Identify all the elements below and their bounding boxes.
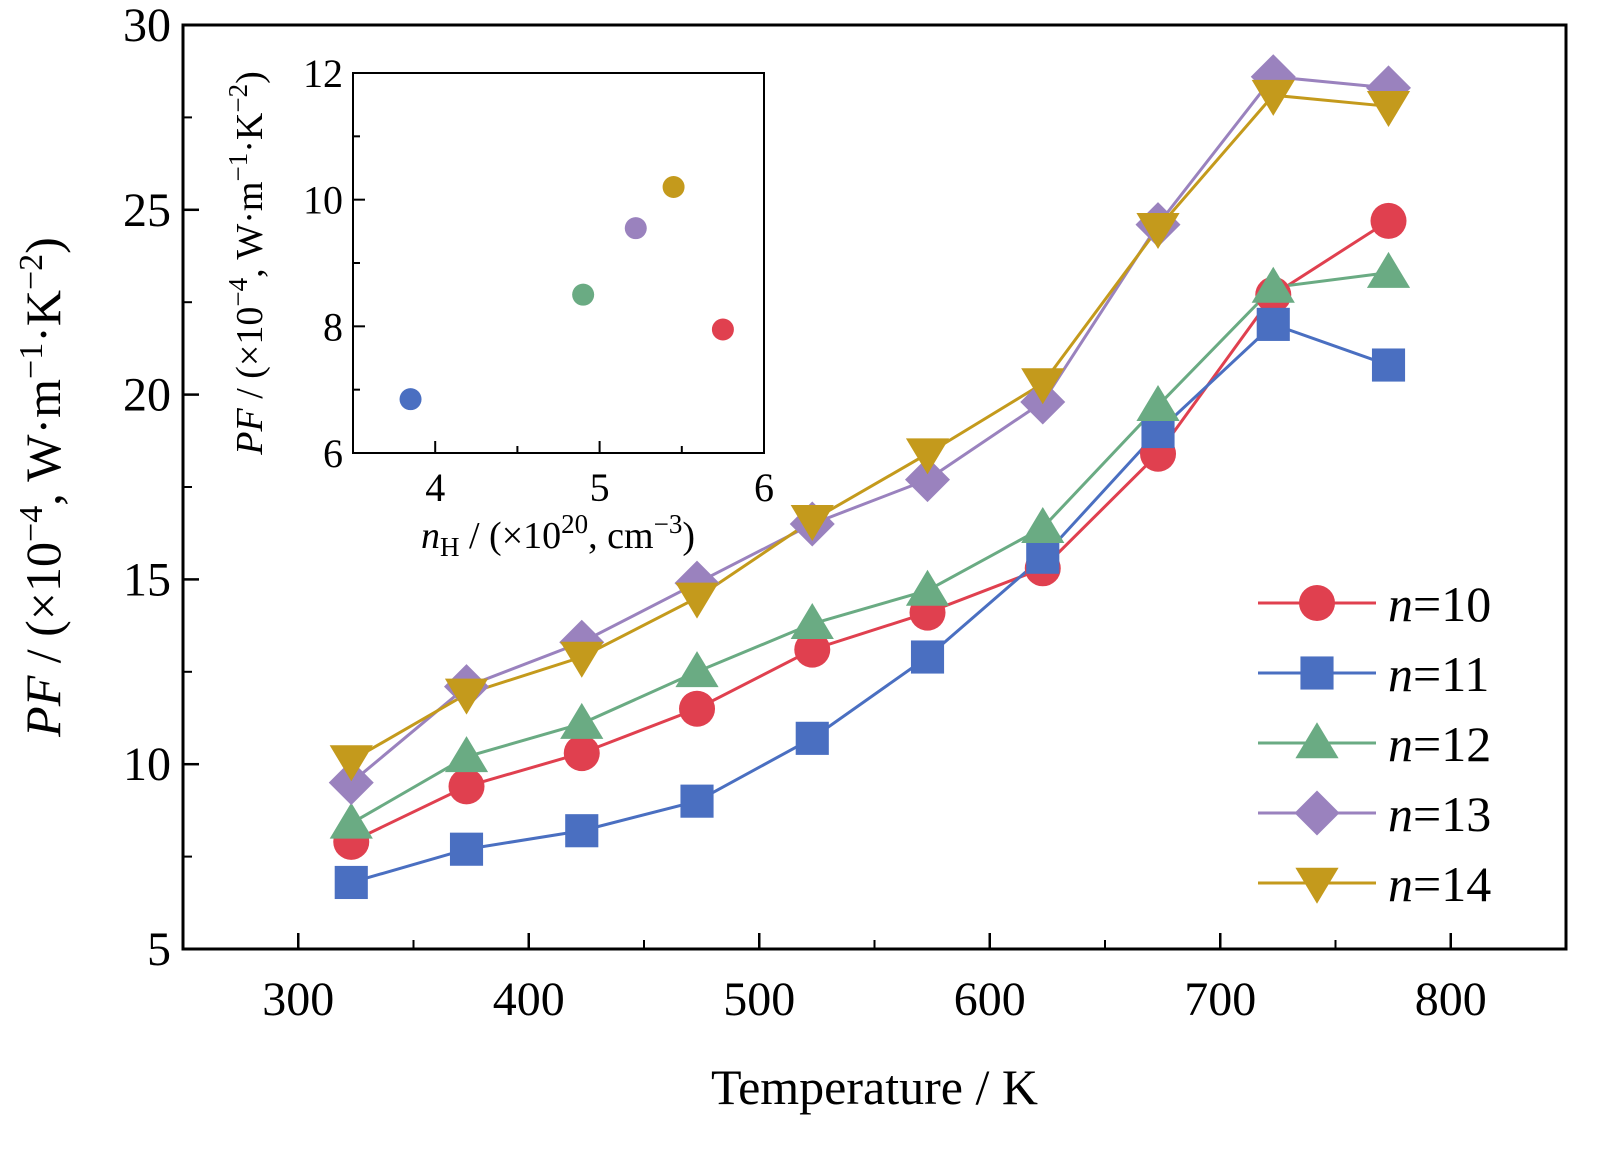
y-tick-label: 5: [147, 923, 171, 976]
inset-x-axis-title: nH / (×1020, cm−3): [421, 509, 695, 562]
series-line-n=14: [350, 93, 1389, 762]
data-point-n=11: [680, 784, 714, 818]
data-point-n=10: [1370, 202, 1407, 239]
data-point-n=12: [1021, 506, 1065, 543]
data-point-n=12: [560, 702, 604, 739]
data-point-n=10: [679, 690, 716, 727]
inset-data-point: [399, 388, 422, 411]
data-point-n=14: [675, 582, 719, 619]
legend-label-n=13: n=13: [1388, 786, 1491, 842]
legend-marker-n=14: [1295, 867, 1339, 904]
data-point-n=14: [1251, 79, 1295, 116]
series-line-n=10: [350, 219, 1390, 844]
main-axis-ticks: 300 400 500 600 700 800 5 10 15 20 25 30: [123, 0, 1487, 1026]
inset-y-tick-label: 8: [323, 304, 343, 349]
inset-y-axis-title: PF / (×10−4, W·m−1·K−2): [223, 71, 271, 455]
data-point-n=11: [449, 832, 484, 866]
data-point-n=11: [910, 640, 945, 674]
y-tick-label: 15: [123, 553, 171, 606]
inset-data-point: [711, 318, 734, 341]
data-point-n=11: [795, 721, 829, 755]
x-tick-label: 500: [723, 973, 795, 1026]
inset-x-tick-label: 6: [754, 465, 774, 510]
y-tick-label: 30: [123, 0, 171, 52]
series-line-n=12: [350, 271, 1389, 825]
inset-data-point: [572, 283, 595, 306]
x-tick-label: 800: [1415, 973, 1487, 1026]
inset-axis-ticks: 4 5 6 6 8 10 12: [303, 51, 774, 510]
data-point-n=12: [1136, 384, 1180, 421]
x-tick-label: 600: [954, 973, 1026, 1026]
data-point-n=14: [1021, 368, 1065, 405]
y-tick-label: 25: [123, 184, 171, 237]
inset-y-tick-label: 12: [303, 51, 343, 96]
data-point-n=11: [1256, 307, 1290, 341]
legend-marker-n=11: [1300, 656, 1334, 690]
data-point-n=13: [905, 457, 951, 503]
main-x-axis-title: Temperature / K: [711, 1059, 1038, 1115]
inset-x-tick-label: 4: [425, 465, 445, 510]
data-point-n=14: [905, 438, 950, 475]
data-point-n=11: [1026, 540, 1060, 574]
legend: n=10 n=11 n=12 n=13 n=14: [1258, 576, 1491, 912]
legend-label-n=10: n=10: [1388, 576, 1491, 632]
x-tick-label: 700: [1184, 973, 1256, 1026]
legend-marker-n=12: [1295, 722, 1339, 759]
data-point-n=11: [565, 814, 599, 848]
legend-marker-n=13: [1294, 790, 1340, 836]
legend-label-n=12: n=12: [1388, 716, 1491, 772]
inset-y-tick-label: 6: [323, 431, 343, 476]
inset-points-layer: [399, 176, 734, 411]
legend-label-n=11: n=11: [1388, 646, 1489, 702]
inset-x-tick-label: 5: [590, 465, 610, 510]
legend-label-n=14: n=14: [1388, 856, 1491, 912]
main-series-layer: [328, 54, 1412, 900]
data-point-n=12: [905, 569, 950, 606]
series-line-n=13: [350, 75, 1389, 784]
x-tick-label: 300: [262, 973, 334, 1026]
data-point-n=14: [444, 678, 489, 715]
data-point-n=12: [1251, 266, 1295, 303]
legend-marker-n=10: [1299, 585, 1335, 621]
inset-data-point: [662, 176, 685, 198]
data-point-n=12: [1366, 251, 1411, 288]
data-point-n=12: [444, 736, 489, 773]
data-point-n=12: [790, 603, 834, 640]
y-tick-label: 10: [123, 738, 171, 791]
data-point-n=10: [563, 735, 600, 772]
inset-data-point: [624, 217, 647, 240]
data-point-n=14: [1366, 91, 1411, 128]
data-point-n=11: [1371, 348, 1406, 382]
data-point-n=11: [334, 865, 368, 900]
data-point-n=10: [794, 631, 831, 668]
x-tick-label: 400: [493, 973, 565, 1026]
data-point-n=12: [675, 651, 719, 688]
data-point-n=14: [329, 745, 373, 782]
data-point-n=14: [560, 641, 604, 678]
data-point-n=13: [328, 760, 374, 806]
y-tick-label: 20: [123, 369, 171, 422]
data-point-n=14: [790, 504, 834, 541]
series-line-n=11: [350, 322, 1390, 884]
inset-plot-frame: [352, 72, 765, 454]
data-point-n=10: [448, 768, 485, 805]
main-y-axis-title: PF / (×10−4, W·m−1·K−2): [13, 237, 71, 738]
data-point-n=12: [329, 802, 373, 839]
inset-y-tick-label: 10: [303, 178, 343, 223]
data-point-n=14: [1136, 212, 1180, 249]
